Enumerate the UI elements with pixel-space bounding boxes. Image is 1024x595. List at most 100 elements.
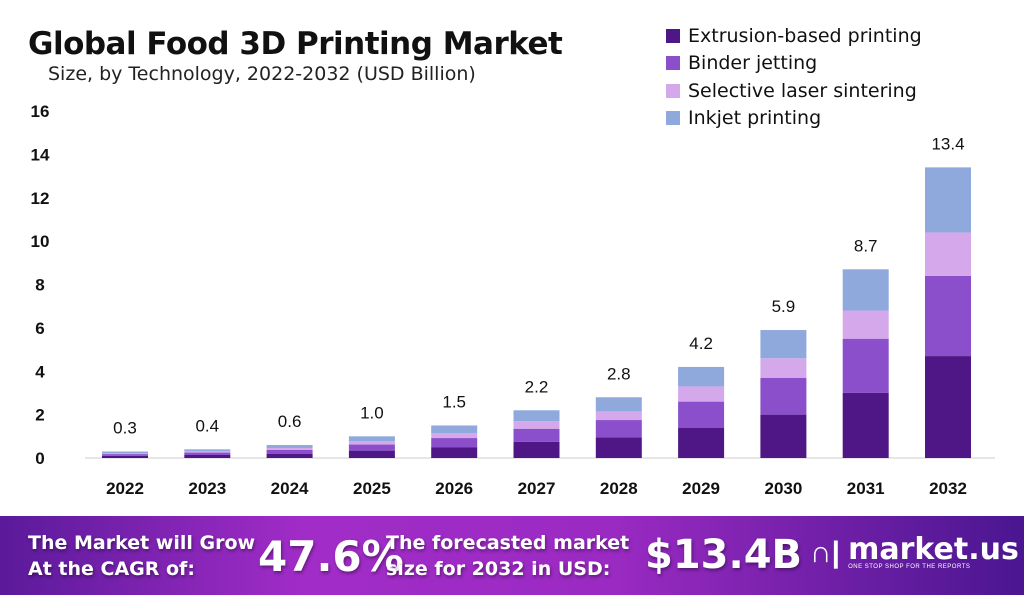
brand-name: market.us bbox=[848, 532, 1019, 567]
total-label: 13.4 bbox=[931, 134, 964, 153]
bar-segment-extrusion-based-printing bbox=[760, 414, 807, 458]
total-label: 1.5 bbox=[442, 392, 466, 411]
chart-subtitle: Size, by Technology, 2022-2032 (USD Bill… bbox=[48, 63, 476, 85]
x-tick-label: 2030 bbox=[764, 479, 802, 498]
bar-segment-inkjet-printing bbox=[760, 330, 807, 359]
total-label: 2.8 bbox=[607, 364, 631, 383]
x-tick-label: 2022 bbox=[106, 479, 144, 498]
x-tick-label: 2023 bbox=[188, 479, 226, 498]
total-label: 2.2 bbox=[525, 377, 549, 396]
bar-segment-selective-laser-sintering bbox=[760, 358, 807, 378]
x-tick-label: 2027 bbox=[518, 479, 556, 498]
logo-icon: ∩| bbox=[810, 536, 841, 569]
bar-segment-inkjet-printing bbox=[348, 436, 395, 442]
bar-segment-selective-laser-sintering bbox=[266, 448, 313, 450]
total-label: 5.9 bbox=[772, 297, 796, 316]
bar-segment-selective-laser-sintering bbox=[348, 441, 395, 445]
total-label: 1.0 bbox=[360, 403, 384, 422]
bar-segment-extrusion-based-printing bbox=[595, 437, 642, 458]
bar-segment-binder-jetting bbox=[184, 452, 231, 455]
bar-segment-inkjet-printing bbox=[266, 444, 313, 449]
y-tick-label: 4 bbox=[35, 362, 45, 381]
bar-segment-binder-jetting bbox=[513, 428, 560, 442]
y-tick-label: 14 bbox=[31, 145, 50, 164]
bar-segment-extrusion-based-printing bbox=[431, 447, 478, 458]
bar-segment-selective-laser-sintering bbox=[678, 386, 725, 402]
legend-item: Binder jetting bbox=[666, 50, 922, 78]
legend-swatch bbox=[666, 56, 680, 71]
bar-segment-binder-jetting bbox=[842, 338, 889, 393]
stacked-bar-chart: 0 2 4 6 8 10 12 14 16 0.3 2022 0.4 2023 0.6 2024 1.0 202… bbox=[31, 102, 995, 498]
brand-tagline: ONE STOP SHOP FOR THE REPORTS bbox=[848, 564, 971, 570]
bar-segment-inkjet-printing bbox=[595, 397, 642, 412]
legend-item: Extrusion-based printing bbox=[666, 22, 922, 50]
bar-segment-inkjet-printing bbox=[678, 366, 725, 387]
bar-segment-inkjet-printing bbox=[184, 449, 231, 452]
bar-segment-selective-laser-sintering bbox=[595, 411, 642, 421]
bar-segment-inkjet-printing bbox=[102, 451, 148, 454]
y-tick-label: 6 bbox=[35, 319, 44, 338]
bar-segment-extrusion-based-printing bbox=[925, 356, 971, 458]
bar-segment-binder-jetting bbox=[595, 420, 642, 438]
bar-segment-inkjet-printing bbox=[431, 425, 478, 434]
footer-banner: The Market will Grow At the CAGR of: 47.… bbox=[0, 516, 1024, 595]
x-tick-label: 2025 bbox=[353, 479, 391, 498]
bar-segment-extrusion-based-printing bbox=[102, 455, 148, 458]
total-label: 0.6 bbox=[278, 412, 302, 431]
bar-segment-extrusion-based-printing bbox=[678, 427, 725, 458]
legend-swatch bbox=[666, 83, 680, 98]
cagr-value: 47.6% bbox=[258, 532, 404, 581]
legend-item: Inkjet printing bbox=[666, 105, 922, 133]
bar-segment-selective-laser-sintering bbox=[102, 453, 148, 455]
bar-segment-binder-jetting bbox=[266, 449, 313, 454]
x-tick-label: 2031 bbox=[847, 479, 885, 498]
total-label: 0.3 bbox=[113, 418, 137, 437]
bar-segment-extrusion-based-printing bbox=[513, 441, 560, 458]
legend-label: Inkjet printing bbox=[688, 107, 822, 130]
bar-segment-binder-jetting bbox=[348, 444, 395, 451]
y-tick-label: 2 bbox=[35, 406, 44, 425]
bar-segment-selective-laser-sintering bbox=[925, 232, 971, 276]
bar-segment-selective-laser-sintering bbox=[184, 451, 231, 453]
bar-segment-inkjet-printing bbox=[925, 167, 971, 233]
total-label: 0.4 bbox=[195, 416, 219, 435]
x-tick-label: 2026 bbox=[435, 479, 473, 498]
cagr-label: The Market will Grow At the CAGR of: bbox=[28, 532, 256, 580]
bar-segment-extrusion-based-printing bbox=[266, 453, 313, 458]
y-tick-label: 12 bbox=[31, 189, 50, 208]
x-tick-label: 2024 bbox=[271, 479, 309, 498]
bar-segment-extrusion-based-printing bbox=[184, 454, 231, 458]
total-label: 8.7 bbox=[854, 236, 878, 255]
y-tick-label: 16 bbox=[31, 102, 50, 121]
total-label: 4.2 bbox=[689, 334, 713, 353]
bar-segment-selective-laser-sintering bbox=[842, 310, 889, 339]
bar-segment-binder-jetting bbox=[102, 454, 148, 456]
legend-label: Selective laser sintering bbox=[688, 79, 917, 102]
legend-label: Extrusion-based printing bbox=[688, 24, 922, 47]
bar-segment-extrusion-based-printing bbox=[842, 392, 889, 458]
bar-segment-extrusion-based-printing bbox=[348, 450, 395, 458]
legend: Extrusion-based printing Binder jetting Se… bbox=[666, 22, 922, 132]
bar-segment-selective-laser-sintering bbox=[513, 421, 560, 429]
bar-segment-binder-jetting bbox=[760, 377, 807, 415]
bar-segment-selective-laser-sintering bbox=[431, 433, 478, 439]
forecast-value: $13.4B bbox=[645, 532, 803, 578]
legend-swatch bbox=[666, 28, 680, 43]
y-tick-label: 10 bbox=[31, 232, 50, 251]
legend-swatch bbox=[666, 111, 680, 126]
chart-title: Global Food 3D Printing Market bbox=[28, 26, 563, 62]
forecast-label: The forecasted market size for 2032 in U… bbox=[386, 532, 630, 580]
x-tick-label: 2032 bbox=[929, 479, 967, 498]
y-tick-label: 0 bbox=[35, 449, 44, 468]
brand-logo: ∩| market.us ONE STOP SHOP FOR THE REPOR… bbox=[810, 532, 1019, 571]
bar-segment-binder-jetting bbox=[678, 401, 725, 428]
legend-label: Binder jetting bbox=[688, 52, 818, 75]
x-tick-label: 2028 bbox=[600, 479, 638, 498]
legend-item: Selective laser sintering bbox=[666, 77, 922, 105]
bar-segment-binder-jetting bbox=[431, 438, 478, 448]
x-tick-label: 2029 bbox=[682, 479, 720, 498]
bar-segment-inkjet-printing bbox=[513, 410, 560, 422]
y-tick-label: 8 bbox=[35, 276, 44, 295]
bar-segment-inkjet-printing bbox=[842, 269, 889, 311]
bar-segment-binder-jetting bbox=[925, 275, 971, 357]
